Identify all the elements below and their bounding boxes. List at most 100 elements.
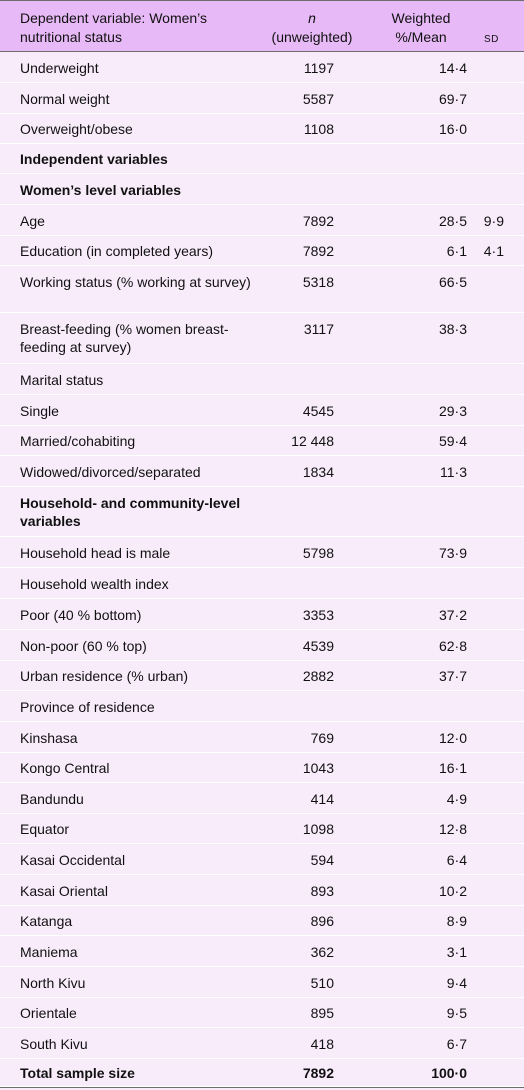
- row-n: 896: [310, 913, 334, 929]
- row-label: Marital status: [20, 372, 104, 388]
- row-label: Equator: [20, 821, 70, 837]
- row-label: Education (in completed years): [20, 243, 213, 259]
- header-n: n (unweighted): [262, 9, 362, 47]
- row-weighted: 100·0: [431, 1065, 467, 1081]
- row-weighted: 16·0: [438, 121, 467, 137]
- row-label: Bandundu: [20, 791, 84, 807]
- row-n: 2882: [302, 668, 334, 684]
- row-label: Orientale: [20, 1005, 77, 1021]
- row-label: Independent variables: [20, 151, 168, 167]
- row-label: South Kivu: [20, 1036, 88, 1052]
- header-n-sub: (unweighted): [271, 29, 353, 45]
- row-label: Overweight/obese: [20, 121, 133, 137]
- row-label: Widowed/divorced/separated: [20, 464, 201, 480]
- table-row: Orientale 895 9·5: [0, 998, 524, 1028]
- row-weighted: 66·5: [438, 274, 467, 290]
- table-row: Women’s level variables: [0, 174, 524, 205]
- table-row: Independent variables: [0, 144, 524, 174]
- table-row: Working status (% working at survey) 5318…: [0, 266, 524, 313]
- row-label: Women’s level variables: [20, 182, 182, 198]
- table-row: Household head is male 5798 73·9: [0, 537, 524, 568]
- row-n: 895: [310, 1005, 334, 1021]
- row-n: 3353: [302, 607, 334, 623]
- row-weighted: 28·5: [438, 213, 467, 229]
- row-n: 5798: [302, 545, 334, 561]
- table-row: Marital status: [0, 364, 524, 395]
- table-row: Single 4545 29·3: [0, 395, 524, 426]
- row-n: 414: [310, 791, 334, 807]
- row-label: Province of residence: [20, 699, 155, 715]
- row-weighted: 14·4: [438, 60, 467, 76]
- row-n: 1834: [302, 464, 334, 480]
- row-label: Kasai Occidental: [20, 852, 126, 868]
- row-n: 1043: [302, 760, 334, 776]
- header-n-symbol: n: [308, 10, 316, 26]
- row-weighted: 6·4: [446, 852, 467, 868]
- row-weighted: 38·3: [438, 321, 467, 337]
- row-n: 4539: [302, 638, 334, 654]
- row-label: Underweight: [20, 60, 99, 76]
- row-label: Poor (40 % bottom): [20, 607, 142, 623]
- row-weighted: 37·2: [438, 607, 467, 623]
- row-weighted: 37·7: [438, 668, 467, 684]
- table-row: Breast-feeding (% women breast-feeding a…: [0, 313, 524, 364]
- row-label: Single: [20, 403, 59, 419]
- row-n: 1098: [302, 821, 334, 837]
- row-label: North Kivu: [20, 975, 86, 991]
- table-row: Underweight 1197 14·4: [0, 52, 524, 83]
- row-n: 1197: [303, 60, 334, 76]
- row-n: 1108: [303, 121, 334, 137]
- row-n: 5587: [302, 91, 334, 107]
- row-n: 5318: [302, 274, 334, 290]
- table-row: Poor (40 % bottom) 3353 37·2: [0, 599, 524, 630]
- bottom-rule: [0, 1087, 524, 1088]
- row-sd: 9·9: [483, 213, 504, 229]
- row-weighted: 6·7: [446, 1036, 467, 1052]
- row-weighted: 11·3: [440, 464, 467, 480]
- table-row: Kinshasa 769 12·0: [0, 722, 524, 753]
- table-row: Total sample size 7892 100·0: [0, 1059, 524, 1087]
- row-label: Kongo Central: [20, 760, 110, 776]
- row-label: Total sample size: [20, 1065, 135, 1081]
- table-header: Dependent variable: Women’s nutritional …: [0, 0, 524, 52]
- row-n: 3117: [303, 321, 334, 337]
- row-weighted: 10·2: [438, 883, 467, 899]
- row-n: 4545: [302, 403, 334, 419]
- row-weighted: 73·9: [438, 545, 467, 561]
- table-row: Urban residence (% urban) 2882 37·7: [0, 661, 524, 691]
- table-row: Household wealth index: [0, 568, 524, 599]
- table-row: Age 7892 28·5 9·9: [0, 205, 524, 236]
- table-row: Household- and community-level variables: [0, 487, 524, 537]
- row-n: 594: [310, 852, 334, 868]
- row-n: 7892: [302, 243, 334, 259]
- table-row: North Kivu 510 9·4: [0, 967, 524, 998]
- table-row: Widowed/divorced/separated 1834 11·3: [0, 456, 524, 487]
- row-weighted: 12·8: [438, 821, 467, 837]
- row-label: Married/cohabiting: [20, 433, 136, 449]
- table-row: South Kivu 418 6·7: [0, 1028, 524, 1059]
- row-weighted: 3·1: [446, 944, 467, 960]
- row-label: Normal weight: [20, 91, 110, 107]
- row-label: Katanga: [20, 913, 73, 929]
- row-weighted: 12·0: [438, 730, 467, 746]
- row-n: 7892: [302, 213, 334, 229]
- row-n: 510: [310, 975, 334, 991]
- row-label: Maniema: [20, 944, 78, 960]
- table-row: Kasai Oriental 893 10·2: [0, 875, 524, 906]
- row-n: 769: [310, 730, 334, 746]
- table-row: Non-poor (60 % top) 4539 62·8: [0, 630, 524, 661]
- row-label: Household head is male: [20, 545, 171, 561]
- row-weighted: 59·4: [438, 433, 467, 449]
- table-row: Normal weight 5587 69·7: [0, 83, 524, 114]
- row-sd: 4·1: [483, 243, 504, 259]
- table-row: Kasai Occidental 594 6·4: [0, 844, 524, 875]
- header-variable: Dependent variable: Women’s nutritional …: [20, 10, 208, 45]
- table-row: Overweight/obese 1108 16·0: [0, 114, 524, 144]
- row-label: Breast-feeding (% women breast-feeding a…: [20, 321, 229, 355]
- header-weighted: Weighted %/Mean: [391, 10, 451, 45]
- row-n: 7892: [302, 1065, 334, 1081]
- header-sd: SD: [484, 34, 499, 45]
- table-row: Equator 1098 12·8: [0, 814, 524, 844]
- row-weighted: 6·1: [446, 243, 467, 259]
- row-n: 418: [310, 1036, 334, 1052]
